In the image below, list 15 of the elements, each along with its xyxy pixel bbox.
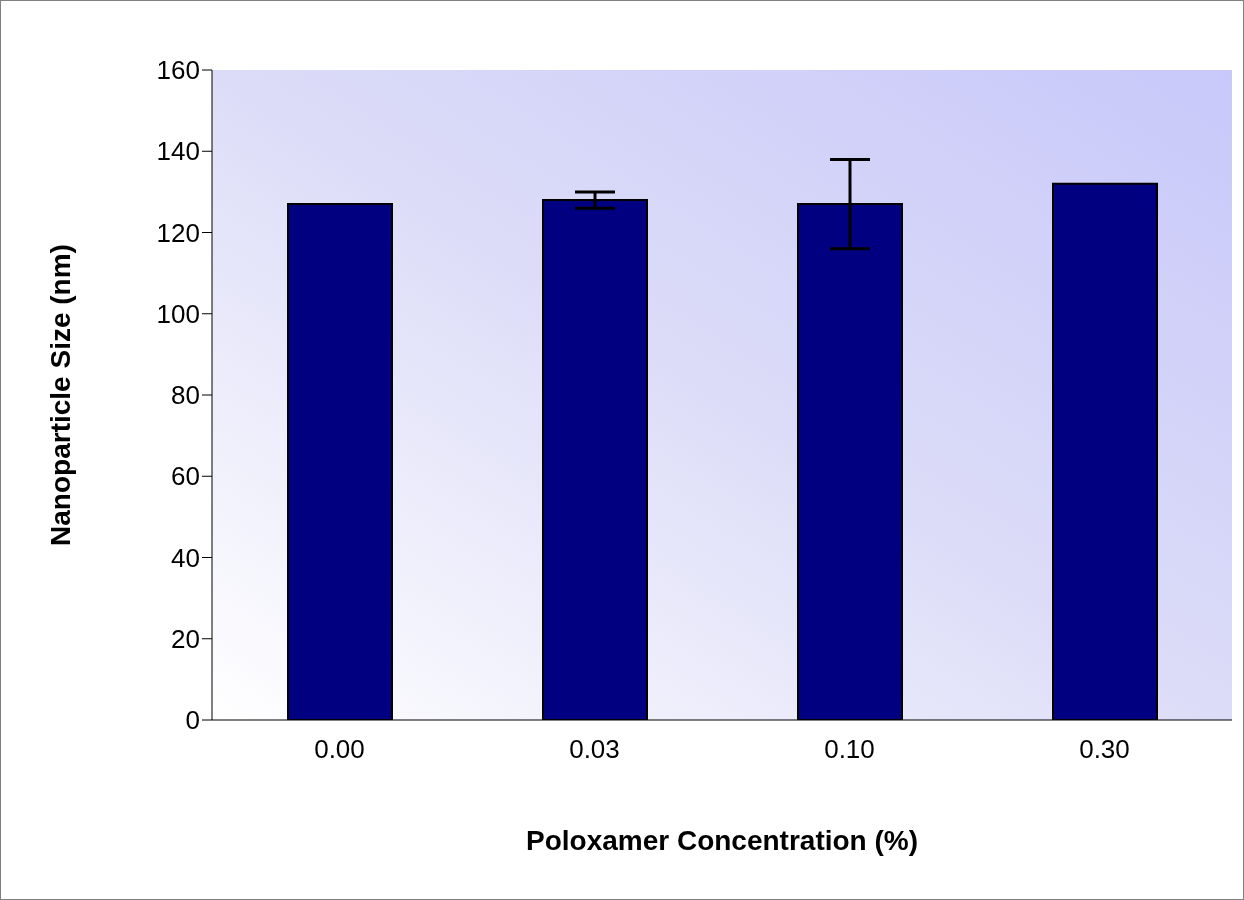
y-tick-label: 160 [156, 55, 200, 86]
y-tick-label: 40 [171, 542, 200, 573]
x-tick-label: 0.30 [1079, 734, 1130, 765]
x-axis-title: Poloxamer Concentration (%) [525, 825, 919, 856]
x-tick-label: 0.10 [824, 734, 875, 765]
x-tick-label: 0.03 [569, 734, 620, 765]
y-tick-label: 80 [171, 380, 200, 411]
y-tick-label: 60 [171, 461, 200, 492]
y-tick-label: 140 [156, 136, 200, 167]
y-axis-title: Nanoparticle Size (nm) [44, 244, 76, 546]
y-tick-label: 120 [156, 217, 200, 248]
y-tick-label: 20 [171, 623, 200, 654]
y-tick-label: 100 [156, 298, 200, 329]
x-tick-label: 0.00 [314, 734, 365, 765]
y-tick-label: 0 [185, 705, 200, 736]
